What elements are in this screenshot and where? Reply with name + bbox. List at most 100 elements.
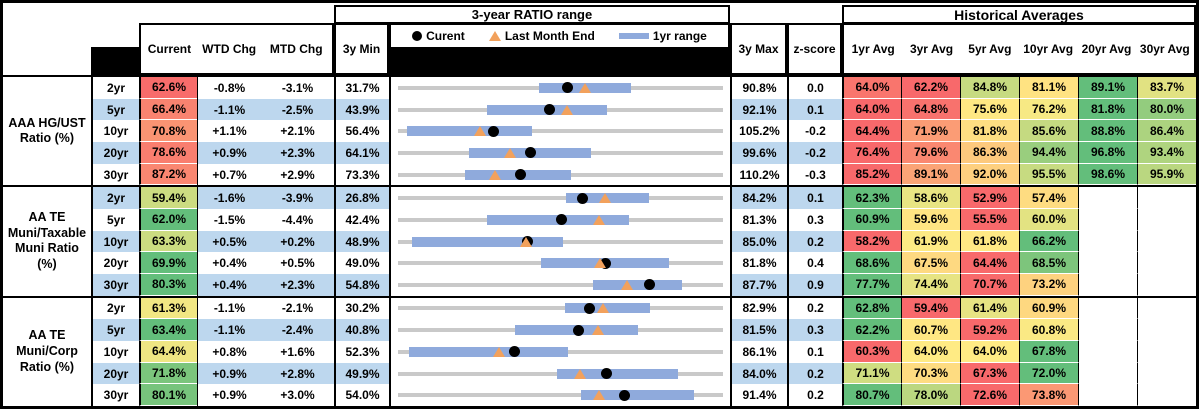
1yr-avg-cell: 80.7% [842,384,901,406]
z-score-cell: 0.2 [787,362,842,385]
black-banner [391,47,728,73]
range-chart-cell [389,297,730,320]
current-dot-icon [412,31,423,41]
3yr-avg-cell: 70.3% [901,362,960,385]
3y-max-cell: 86.1% [730,341,787,363]
3y-range-line [398,129,723,134]
20yr-avg-cell: 88.8% [1078,120,1137,143]
20yr-avg-cell [1078,319,1137,341]
10yr-avg-cell: 94.4% [1019,142,1078,164]
20yr-avg-cell [1078,209,1137,231]
range-track [398,363,723,385]
last-month-end-marker [594,258,607,269]
1yr-avg-cell: 62.8% [842,297,901,320]
3y-max-cell: 82.9% [730,297,787,320]
range-chart-cell [389,341,730,363]
1yr-avg-cell: 60.9% [842,209,901,231]
wtd-chg-cell: +0.4% [197,274,261,296]
current-cell: 61.3% [139,297,197,320]
group-rows: 2yr 62.6% -0.8% -3.1% 31.7% 90.8% 0.0 64.0% 62.2… [91,77,1196,186]
1yr-avg-cell: 62.2% [842,319,901,341]
legend-range-label: 1yr range [652,29,707,43]
current-cell: 80.1% [139,384,197,406]
tenor-cell: 10yr [91,230,139,253]
z-score-cell: 0.9 [787,274,842,296]
5yr-avg-cell: 67.3% [960,362,1019,385]
5yr-avg-cell: 64.0% [960,341,1019,363]
3y-max-cell: 91.4% [730,384,787,406]
3y-max-cell: 90.8% [730,77,787,99]
range-chart-cell [389,77,730,99]
table-row: 10yr 63.3% +0.5% +0.2% 48.9% 85.0% 0.2 58.2% 61.… [91,230,1196,253]
last-month-end-marker [519,236,532,247]
wtd-chg-cell: +0.9% [197,362,261,385]
3y-max-column-header: 3y Max [730,23,787,75]
1yr-avg-cell: 62.3% [842,187,901,209]
current-cell: 70.8% [139,120,197,143]
30yr-avg-cell: 80.0% [1137,98,1196,121]
mtd-chg-cell: +2.3% [261,274,334,296]
legend-current-label: Curent [426,29,465,43]
range-track [398,77,723,99]
5yr-avg-cell: 59.2% [960,319,1019,341]
current-cell: 62.6% [139,77,197,99]
last-month-end-marker [592,214,605,225]
range-chart-cell [389,142,730,164]
30yr-avg-cell [1137,252,1196,275]
table-row: 20yr 78.6% +0.9% +2.3% 64.1% 99.6% -0.2 76.4% 79… [91,142,1196,164]
3y-min-cell: 73.3% [334,163,389,186]
3y-max-cell: 81.3% [730,209,787,231]
range-chart-cell [389,187,730,209]
current-cell: 66.4% [139,98,197,121]
3y-range-line [398,393,723,398]
ratio-group-2: AA TE Muni/Taxable Muni Ratio (%) 2yr 59.4… [3,185,1196,296]
current-cell: 78.6% [139,142,197,164]
mtd-chg-cell: +1.6% [261,341,334,363]
current-marker [525,147,537,159]
range-track [398,231,723,253]
z-score-cell: 0.0 [787,77,842,99]
mtd-chg-cell: +2.9% [261,163,334,186]
3yr-avg-cell: 64.8% [901,98,960,121]
3yr-avg-cell: 64.0% [901,341,960,363]
z-score-cell: 0.2 [787,297,842,320]
current-column-header: Current [147,42,192,56]
10yr-avg-cell: 73.8% [1019,384,1078,406]
range-chart-cell [389,252,730,275]
3y-max-cell: 84.0% [730,362,787,385]
z-score-column-header: z-score [787,23,842,75]
range-track [398,142,723,164]
5yr-avg-cell: 52.9% [960,187,1019,209]
3yr-avg-cell: 67.5% [901,252,960,275]
wtd-chg-cell: -0.8% [197,77,261,99]
1yr-range-bar [581,390,695,401]
mtd-chg-cell: +2.3% [261,142,334,164]
range-track [398,252,723,274]
last-month-end-marker [560,104,573,115]
z-score-cell: 0.2 [787,230,842,253]
3yr-avg-column-header: 3yr Avg [909,42,954,56]
table-row: 2yr 62.6% -0.8% -3.1% 31.7% 90.8% 0.0 64.0% 62.2… [91,77,1196,99]
30yr-avg-cell [1137,187,1196,209]
3y-max-cell: 99.6% [730,142,787,164]
range-bar-icon [618,33,649,39]
5yr-avg-cell: 81.8% [960,120,1019,143]
average-column-headers: 1yr Avg 3yr Avg 5yr Avg 10yr Avg 20yr Av… [842,23,1196,75]
10yr-avg-cell: 95.5% [1019,163,1078,186]
chart-section-title: 3-year RATIO range [334,5,730,24]
current-marker [544,104,556,115]
range-track [398,209,723,231]
3y-min-cell: 40.8% [334,319,389,341]
wtd-chg-cell: +0.5% [197,230,261,253]
tenor-cell: 2yr [91,77,139,99]
range-chart-cell [389,209,730,231]
3yr-avg-cell: 59.6% [901,209,960,231]
current-cell: 80.3% [139,274,197,296]
ratio-group-1: AAA HG/UST Ratio (%) 2yr 62.6% -0.8% -3.1% 31… [3,75,1196,186]
3y-min-cell: 49.9% [334,362,389,385]
group-rows: 2yr 59.4% -1.6% -3.9% 26.8% 84.2% 0.1 62.3% 58.6… [91,187,1196,296]
3yr-avg-cell: 71.9% [901,120,960,143]
range-track [398,120,723,142]
group-rows: 2yr 61.3% -1.1% -2.1% 30.2% 82.9% 0.2 62.8% 59.4… [91,297,1196,406]
